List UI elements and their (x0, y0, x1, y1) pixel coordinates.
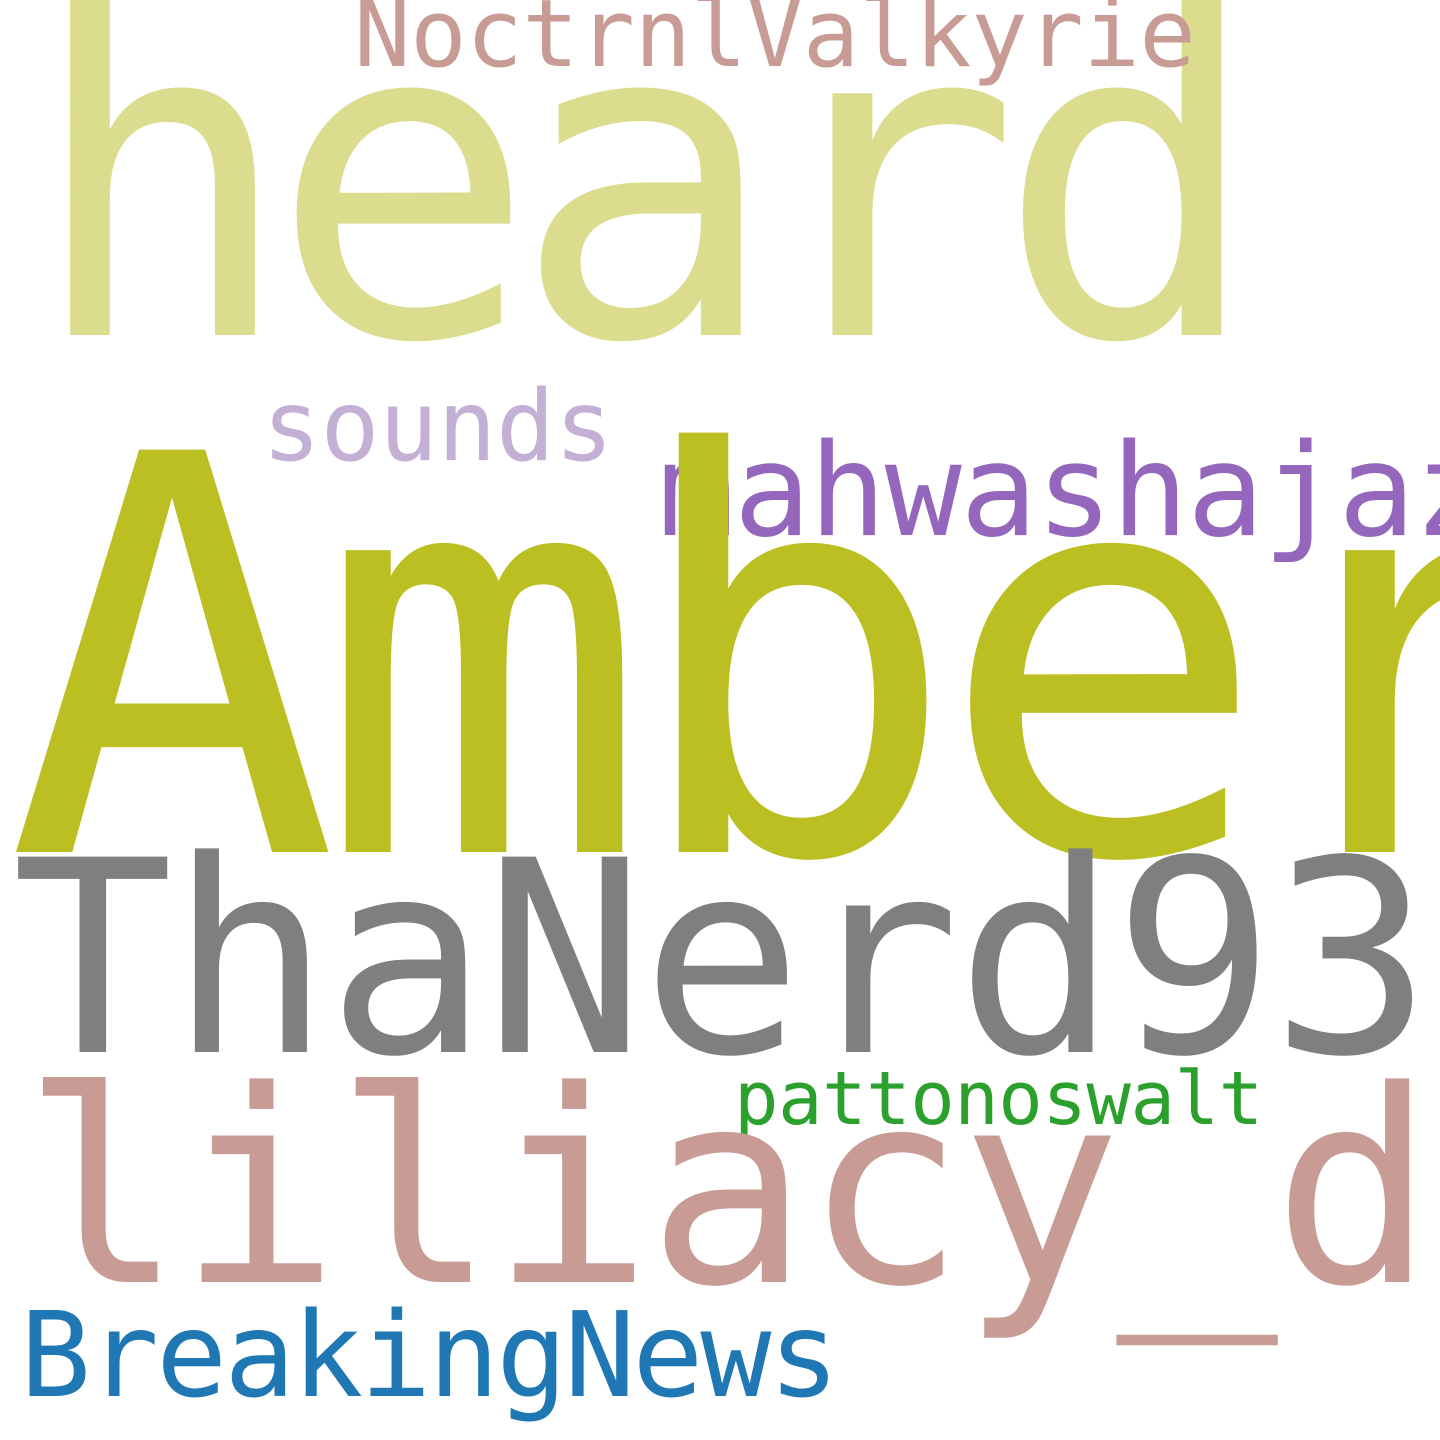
word-thanerd93: ThaNerd93 (12, 804, 1432, 1116)
word-liliacy-d: liliacy_d (22, 1034, 1434, 1346)
word-breakingnews: BreakingNews (20, 1286, 840, 1424)
word-heard: heard (28, 0, 1263, 440)
word-mahwashajaz: mahwashajaz_ (658, 417, 1440, 566)
word-pattonoswalt: pattonoswalt (734, 1056, 1263, 1142)
word-amber: Amber (6, 341, 1440, 983)
word-sounds: sounds (262, 370, 614, 484)
word-noctrnlvalkyrie: NoctrnlValkyrie (354, 0, 1196, 89)
